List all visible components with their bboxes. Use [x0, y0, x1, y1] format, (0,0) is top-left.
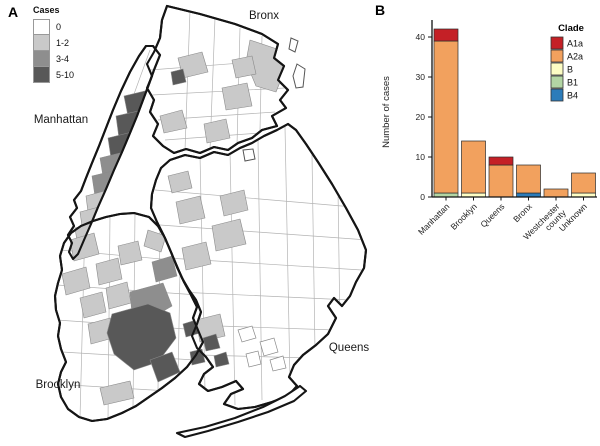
bar-segment-a2a-3: [516, 164, 541, 194]
bar-segment-a2a-2: [488, 164, 514, 198]
rockaway-peninsula: [175, 384, 308, 439]
bar-segment-a2a-0: [433, 40, 459, 194]
legend-label-1: 1-2: [56, 38, 70, 48]
legend-swatch-0: [33, 19, 50, 35]
x-tick-label-2: Queens: [478, 201, 506, 229]
legend-label-3: 5-10: [56, 70, 75, 80]
y-tick-label: 0: [420, 192, 425, 202]
clade-swatch-b1: [550, 75, 564, 89]
nyc-map: Manhattan Bronx Brooklyn Queens: [34, 4, 370, 439]
x-tick-label-1: Brooklyn: [448, 201, 479, 232]
map-label-queens: Queens: [329, 342, 370, 354]
clade-label-b: B: [567, 65, 573, 75]
panel-b-label: B: [375, 2, 386, 18]
legend-row-0: 0: [33, 19, 74, 35]
x-tick-label-0: Manhattan: [416, 201, 452, 237]
rikers-island: [242, 148, 256, 162]
x-tick-label-3: Bronx: [511, 201, 534, 224]
clade-swatch-a1a: [550, 36, 564, 50]
bar-segment-a2a-1: [461, 140, 486, 194]
panel-a-label: A: [8, 4, 19, 20]
cases-legend: Cases 0 1-2 3-4 5-10: [33, 5, 74, 83]
queens-case-patches: [167, 170, 249, 343]
y-tick-label: 10: [416, 152, 426, 162]
y-axis-title: Number of cases: [381, 76, 392, 148]
map-label-manhattan: Manhattan: [34, 114, 88, 126]
clade-label-b1: B1: [567, 78, 578, 88]
cases-legend-title: Cases: [33, 5, 60, 15]
clade-label-a1a: A1a: [567, 39, 583, 49]
y-tick-label: 40: [416, 32, 426, 42]
hart-island: [288, 37, 299, 53]
map-label-brooklyn: Brooklyn: [36, 379, 81, 391]
legend-label-0: 0: [56, 22, 62, 32]
legend-row-2: 3-4: [33, 51, 74, 67]
legend-swatch-3: [33, 67, 50, 83]
bar-segment-a2a-4: [543, 188, 569, 198]
y-tick-label: 30: [416, 72, 426, 82]
clade-bar-chart: 0 10 20 30 40 Number of cases ManhattanBrookly…: [381, 20, 597, 242]
bar-segment-a2a-5: [571, 172, 596, 194]
clade-swatch-b4: [550, 88, 564, 102]
clade-label-a2a: A2a: [567, 52, 583, 62]
bronx-zip-boundaries: [149, 9, 286, 151]
legend-row-1: 1-2: [33, 35, 74, 51]
clade-label-b4: B4: [567, 91, 578, 101]
brooklyn-case-patches: [61, 229, 201, 406]
city-island: [292, 63, 306, 89]
bar-segment-a1a-0: [433, 28, 459, 42]
legend-label-2: 3-4: [56, 54, 70, 64]
bar-segment-a1a-2: [488, 156, 514, 166]
clade-legend-title: Clade: [558, 23, 584, 34]
legend-swatch-1: [33, 35, 50, 51]
legend-swatch-2: [33, 51, 50, 67]
legend-row-3: 5-10: [33, 67, 74, 83]
map-label-bronx: Bronx: [249, 10, 279, 22]
y-tick-label: 20: [416, 112, 426, 122]
clade-swatch-a2a: [550, 49, 564, 63]
clade-swatch-b: [550, 62, 564, 76]
queens-zip-boundaries: [154, 126, 366, 406]
jamaica-bay-islands: [237, 325, 287, 372]
